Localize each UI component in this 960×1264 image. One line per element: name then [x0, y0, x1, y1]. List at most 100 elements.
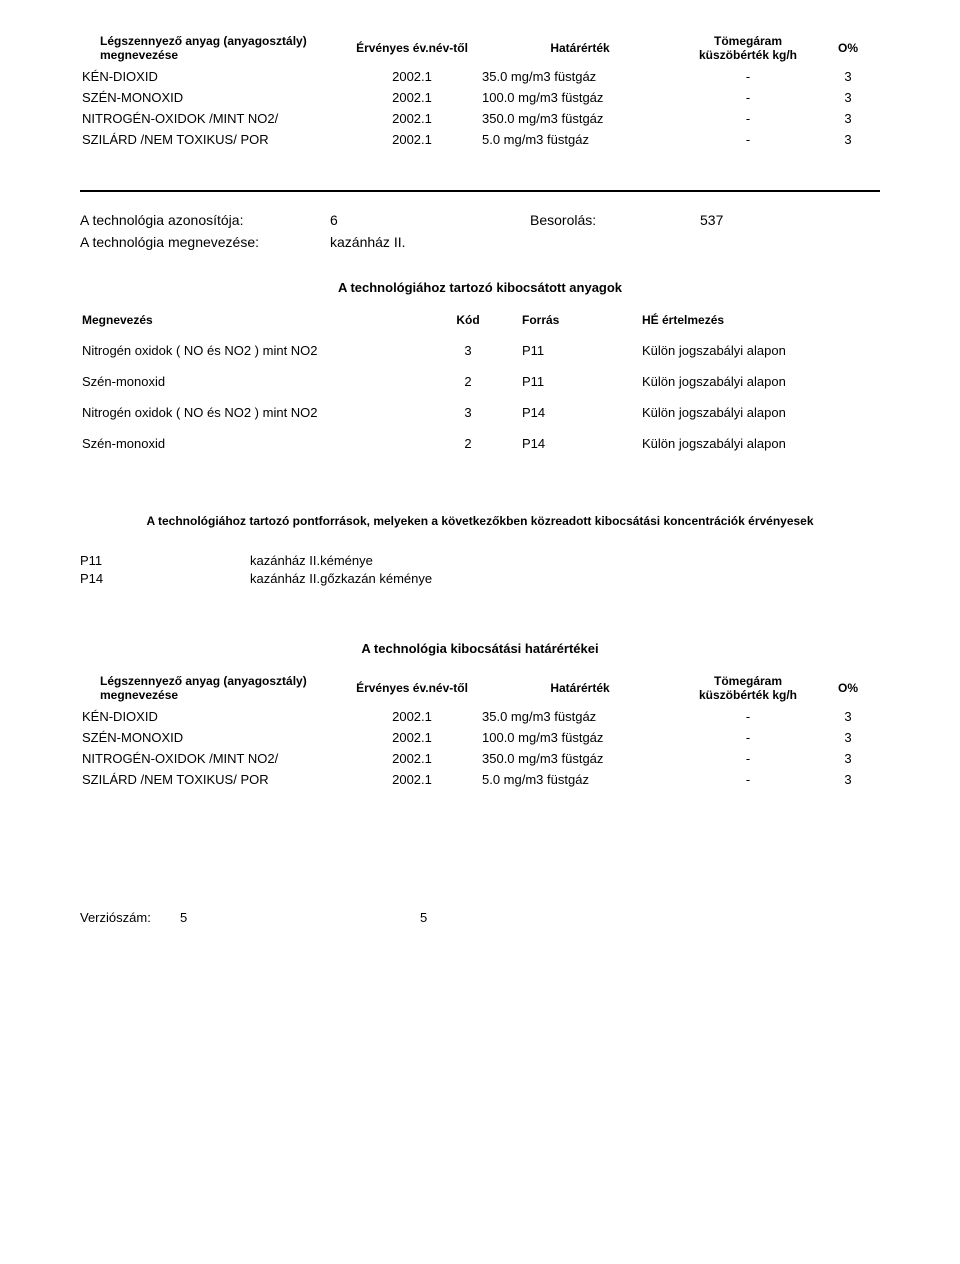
col-header-limit: Határérték [480, 30, 680, 66]
cell-pct: 3 [816, 129, 880, 150]
cell-pct: 3 [816, 727, 880, 748]
section-divider [80, 190, 880, 192]
version-label: Verziószám: [80, 910, 180, 925]
cell-year: 2002.1 [344, 87, 480, 108]
limits2-title: A technológia kibocsátási határértékei [80, 641, 880, 656]
table-row: Nitrogén oxidok ( NO és NO2 ) mint NO23P… [80, 335, 880, 366]
table-row: Szén-monoxid2P11Külön jogszabályi alapon [80, 366, 880, 397]
col2-header-pct: O% [816, 670, 880, 706]
source-desc: kazánház II.gőzkazán kéménye [250, 571, 432, 586]
cell-limit: 100.0 mg/m3 füstgáz [480, 727, 680, 748]
tech-class-label: Besorolás: [530, 212, 700, 228]
tech-id-value: 6 [330, 212, 530, 228]
cell-year: 2002.1 [344, 748, 480, 769]
cell-mat-kod: 3 [416, 335, 520, 366]
table-row: SZILÁRD /NEM TOXIKUS/ POR2002.15.0 mg/m3… [80, 129, 880, 150]
cell-flow: - [680, 66, 816, 87]
cell-year: 2002.1 [344, 727, 480, 748]
table-row: NITROGÉN-OXIDOK /MINT NO2/2002.1350.0 mg… [80, 108, 880, 129]
cell-mat-src: P11 [520, 335, 640, 366]
cell-mat-name: Nitrogén oxidok ( NO és NO2 ) mint NO2 [80, 335, 416, 366]
col-header-name: Légszennyező anyag (anyagosztály) megnev… [80, 30, 344, 66]
cell-year: 2002.1 [344, 769, 480, 790]
tech-name-value: kazánház II. [330, 234, 530, 250]
table-row: Szén-monoxid2P14Külön jogszabályi alapon [80, 428, 880, 459]
cell-limit: 350.0 mg/m3 füstgáz [480, 748, 680, 769]
cell-year: 2002.1 [344, 66, 480, 87]
cell-name: SZÉN-MONOXID [80, 727, 344, 748]
sources-list: P11kazánház II.kéményeP14kazánház II.gőz… [80, 553, 880, 586]
cell-name: NITROGÉN-OXIDOK /MINT NO2/ [80, 748, 344, 769]
cell-limit: 35.0 mg/m3 füstgáz [480, 66, 680, 87]
cell-pct: 3 [816, 706, 880, 727]
cell-flow: - [680, 87, 816, 108]
mat-header-src: Forrás [520, 309, 640, 335]
tech-id-label: A technológia azonosítója: [80, 212, 330, 228]
cell-pct: 3 [816, 66, 880, 87]
cell-pct: 3 [816, 87, 880, 108]
col2-header-year: Érvényes év.név-től [344, 670, 480, 706]
col-header-pct: O% [816, 30, 880, 66]
source-code: P14 [80, 571, 250, 586]
cell-mat-src: P14 [520, 428, 640, 459]
source-code: P11 [80, 553, 250, 568]
col-header-year: Érvényes év.név-től [344, 30, 480, 66]
table-row: SZÉN-MONOXID2002.1100.0 mg/m3 füstgáz-3 [80, 87, 880, 108]
mat-header-name: Megnevezés [80, 309, 416, 335]
tech-name-row: A technológia megnevezése: kazánház II. [80, 234, 880, 250]
mat-header-kod: Kód [416, 309, 520, 335]
cell-year: 2002.1 [344, 129, 480, 150]
page-footer: Verziószám: 5 5 [80, 910, 880, 925]
page-content: Légszennyező anyag (anyagosztály) megnev… [0, 0, 960, 945]
cell-year: 2002.1 [344, 108, 480, 129]
limits-table-top: Légszennyező anyag (anyagosztály) megnev… [80, 30, 880, 150]
col2-header-name: Légszennyező anyag (anyagosztály) megnev… [80, 670, 344, 706]
cell-limit: 350.0 mg/m3 füstgáz [480, 108, 680, 129]
cell-name: SZILÁRD /NEM TOXIKUS/ POR [80, 769, 344, 790]
limits-table-bottom: Légszennyező anyag (anyagosztály) megnev… [80, 670, 880, 790]
cell-year: 2002.1 [344, 706, 480, 727]
version-value: 5 [180, 910, 420, 925]
cell-limit: 35.0 mg/m3 füstgáz [480, 706, 680, 727]
cell-pct: 3 [816, 769, 880, 790]
cell-mat-name: Szén-monoxid [80, 428, 416, 459]
cell-limit: 100.0 mg/m3 füstgáz [480, 87, 680, 108]
table-row: Nitrogén oxidok ( NO és NO2 ) mint NO23P… [80, 397, 880, 428]
cell-mat-he: Külön jogszabályi alapon [640, 366, 880, 397]
cell-flow: - [680, 748, 816, 769]
page-number: 5 [420, 910, 427, 925]
cell-name: SZILÁRD /NEM TOXIKUS/ POR [80, 129, 344, 150]
col2-header-flow: Tömegáram küszöbérték kg/h [680, 670, 816, 706]
tech-name-label: A technológia megnevezése: [80, 234, 330, 250]
cell-mat-name: Szén-monoxid [80, 366, 416, 397]
cell-flow: - [680, 129, 816, 150]
cell-mat-kod: 2 [416, 366, 520, 397]
col2-header-limit: Határérték [480, 670, 680, 706]
table-row: KÉN-DIOXID2002.135.0 mg/m3 füstgáz-3 [80, 706, 880, 727]
tech-class-value: 537 [700, 212, 800, 228]
cell-flow: - [680, 727, 816, 748]
cell-limit: 5.0 mg/m3 füstgáz [480, 129, 680, 150]
source-row: P11kazánház II.kéménye [80, 553, 880, 568]
tech-id-row: A technológia azonosítója: 6 Besorolás: … [80, 212, 880, 228]
cell-pct: 3 [816, 108, 880, 129]
cell-name: NITROGÉN-OXIDOK /MINT NO2/ [80, 108, 344, 129]
cell-limit: 5.0 mg/m3 füstgáz [480, 769, 680, 790]
cell-flow: - [680, 769, 816, 790]
cell-pct: 3 [816, 748, 880, 769]
cell-flow: - [680, 108, 816, 129]
cell-mat-he: Külön jogszabályi alapon [640, 335, 880, 366]
table-row: SZÉN-MONOXID2002.1100.0 mg/m3 füstgáz-3 [80, 727, 880, 748]
cell-name: KÉN-DIOXID [80, 706, 344, 727]
materials-table: Megnevezés Kód Forrás HÉ értelmezés Nitr… [80, 309, 880, 459]
cell-flow: - [680, 706, 816, 727]
source-desc: kazánház II.kéménye [250, 553, 373, 568]
materials-title: A technológiához tartozó kibocsátott any… [80, 280, 880, 295]
cell-mat-src: P11 [520, 366, 640, 397]
cell-mat-he: Külön jogszabályi alapon [640, 397, 880, 428]
table-row: SZILÁRD /NEM TOXIKUS/ POR2002.15.0 mg/m3… [80, 769, 880, 790]
cell-mat-kod: 2 [416, 428, 520, 459]
source-row: P14kazánház II.gőzkazán kéménye [80, 571, 880, 586]
cell-mat-kod: 3 [416, 397, 520, 428]
table-row: KÉN-DIOXID2002.135.0 mg/m3 füstgáz-3 [80, 66, 880, 87]
